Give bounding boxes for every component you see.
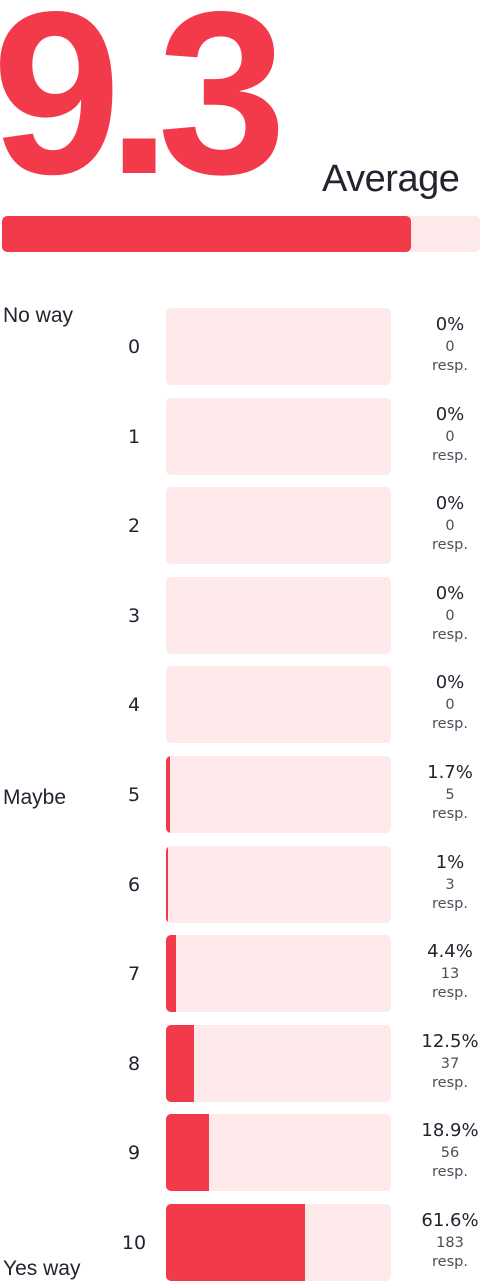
average-bar <box>2 216 480 252</box>
score-label: 5 <box>127 784 141 806</box>
average-score: 9.3 <box>0 0 286 223</box>
percent-label: 1.7% <box>427 762 473 783</box>
score-bar-track <box>166 576 391 654</box>
response-suffix: resp. <box>432 626 468 643</box>
score-bar-track <box>166 397 391 475</box>
score-label: 7 <box>127 963 141 986</box>
score-label: 0 <box>127 336 141 358</box>
percent-label: 0% <box>435 582 465 604</box>
average-label: Average <box>322 158 460 200</box>
response-count: 0 <box>445 518 455 535</box>
score-stats: 1% 3 resp. <box>398 852 480 914</box>
score-bar <box>166 1114 209 1192</box>
score-label: 10 <box>121 1232 147 1254</box>
score-label: 9 <box>127 1142 141 1165</box>
response-count: 0 <box>445 697 455 714</box>
score-bar-track <box>166 935 391 1013</box>
score-bar-track <box>166 1114 391 1192</box>
response-count: 3 <box>445 876 455 893</box>
response-suffix: resp. <box>432 1074 468 1091</box>
score-stats: 0% 0 resp. <box>398 672 480 734</box>
score-bar-track <box>166 308 391 385</box>
anchor-yes-way: Yes way <box>3 1257 81 1280</box>
score-label: 3 <box>127 604 141 627</box>
response-suffix: resp. <box>432 895 468 912</box>
score-label: 2 <box>127 515 141 538</box>
score-bar-track <box>166 845 391 923</box>
response-suffix: resp. <box>432 1164 468 1181</box>
score-stats: 1.7% 5 resp. <box>398 762 480 824</box>
score-label: 4 <box>127 694 141 717</box>
score-bar <box>166 1204 305 1281</box>
percent-label: 4.4% <box>427 941 473 963</box>
score-stats: 0% 0 resp. <box>398 583 480 645</box>
score-bar <box>166 756 170 833</box>
percent-label: 12.5% <box>421 1030 479 1052</box>
percent-label: 0% <box>435 314 465 335</box>
score-stats: 4.4% 13 resp. <box>398 941 480 1003</box>
score-bar <box>166 935 176 1013</box>
response-count: 0 <box>445 428 455 445</box>
anchor-no-way: No way <box>3 304 74 327</box>
score-bar-track <box>166 1204 391 1281</box>
response-count: 0 <box>445 607 455 624</box>
response-count: 37 <box>440 1055 460 1072</box>
score-bar-track <box>166 666 391 744</box>
average-bar-fill <box>2 216 411 252</box>
response-suffix: resp. <box>432 806 468 822</box>
score-label: 6 <box>127 873 141 896</box>
score-bar-track <box>166 756 391 833</box>
response-suffix: resp. <box>432 447 468 464</box>
score-stats: 0% 0 resp. <box>398 404 480 466</box>
percent-label: 0% <box>435 672 465 694</box>
score-stats: 0% 0 resp. <box>398 493 480 555</box>
response-suffix: resp. <box>432 1254 468 1270</box>
response-count: 56 <box>440 1145 460 1162</box>
score-bar-track <box>166 1024 391 1102</box>
response-suffix: resp. <box>432 985 468 1002</box>
score-label: 1 <box>127 425 141 448</box>
score-stats: 61.6% 183 resp. <box>398 1210 480 1272</box>
percent-label: 0% <box>435 493 465 515</box>
response-count: 183 <box>436 1235 464 1251</box>
response-suffix: resp. <box>432 358 468 374</box>
score-label: 8 <box>127 1052 141 1075</box>
percent-label: 1% <box>435 851 465 873</box>
score-bar <box>166 1024 195 1102</box>
response-count: 5 <box>445 787 455 803</box>
response-count: 0 <box>445 339 455 355</box>
score-bar <box>166 845 169 923</box>
score-bar-track <box>166 487 391 565</box>
score-stats: 0% 0 resp. <box>398 314 480 376</box>
percent-label: 18.9% <box>421 1120 479 1142</box>
response-suffix: resp. <box>432 716 468 733</box>
score-stats: 18.9% 56 resp. <box>398 1120 480 1182</box>
response-suffix: resp. <box>432 537 468 554</box>
percent-label: 0% <box>435 403 465 425</box>
anchor-maybe: Maybe <box>3 786 67 809</box>
percent-label: 61.6% <box>421 1210 479 1231</box>
score-stats: 12.5% 37 resp. <box>398 1031 480 1093</box>
response-count: 13 <box>440 966 460 983</box>
